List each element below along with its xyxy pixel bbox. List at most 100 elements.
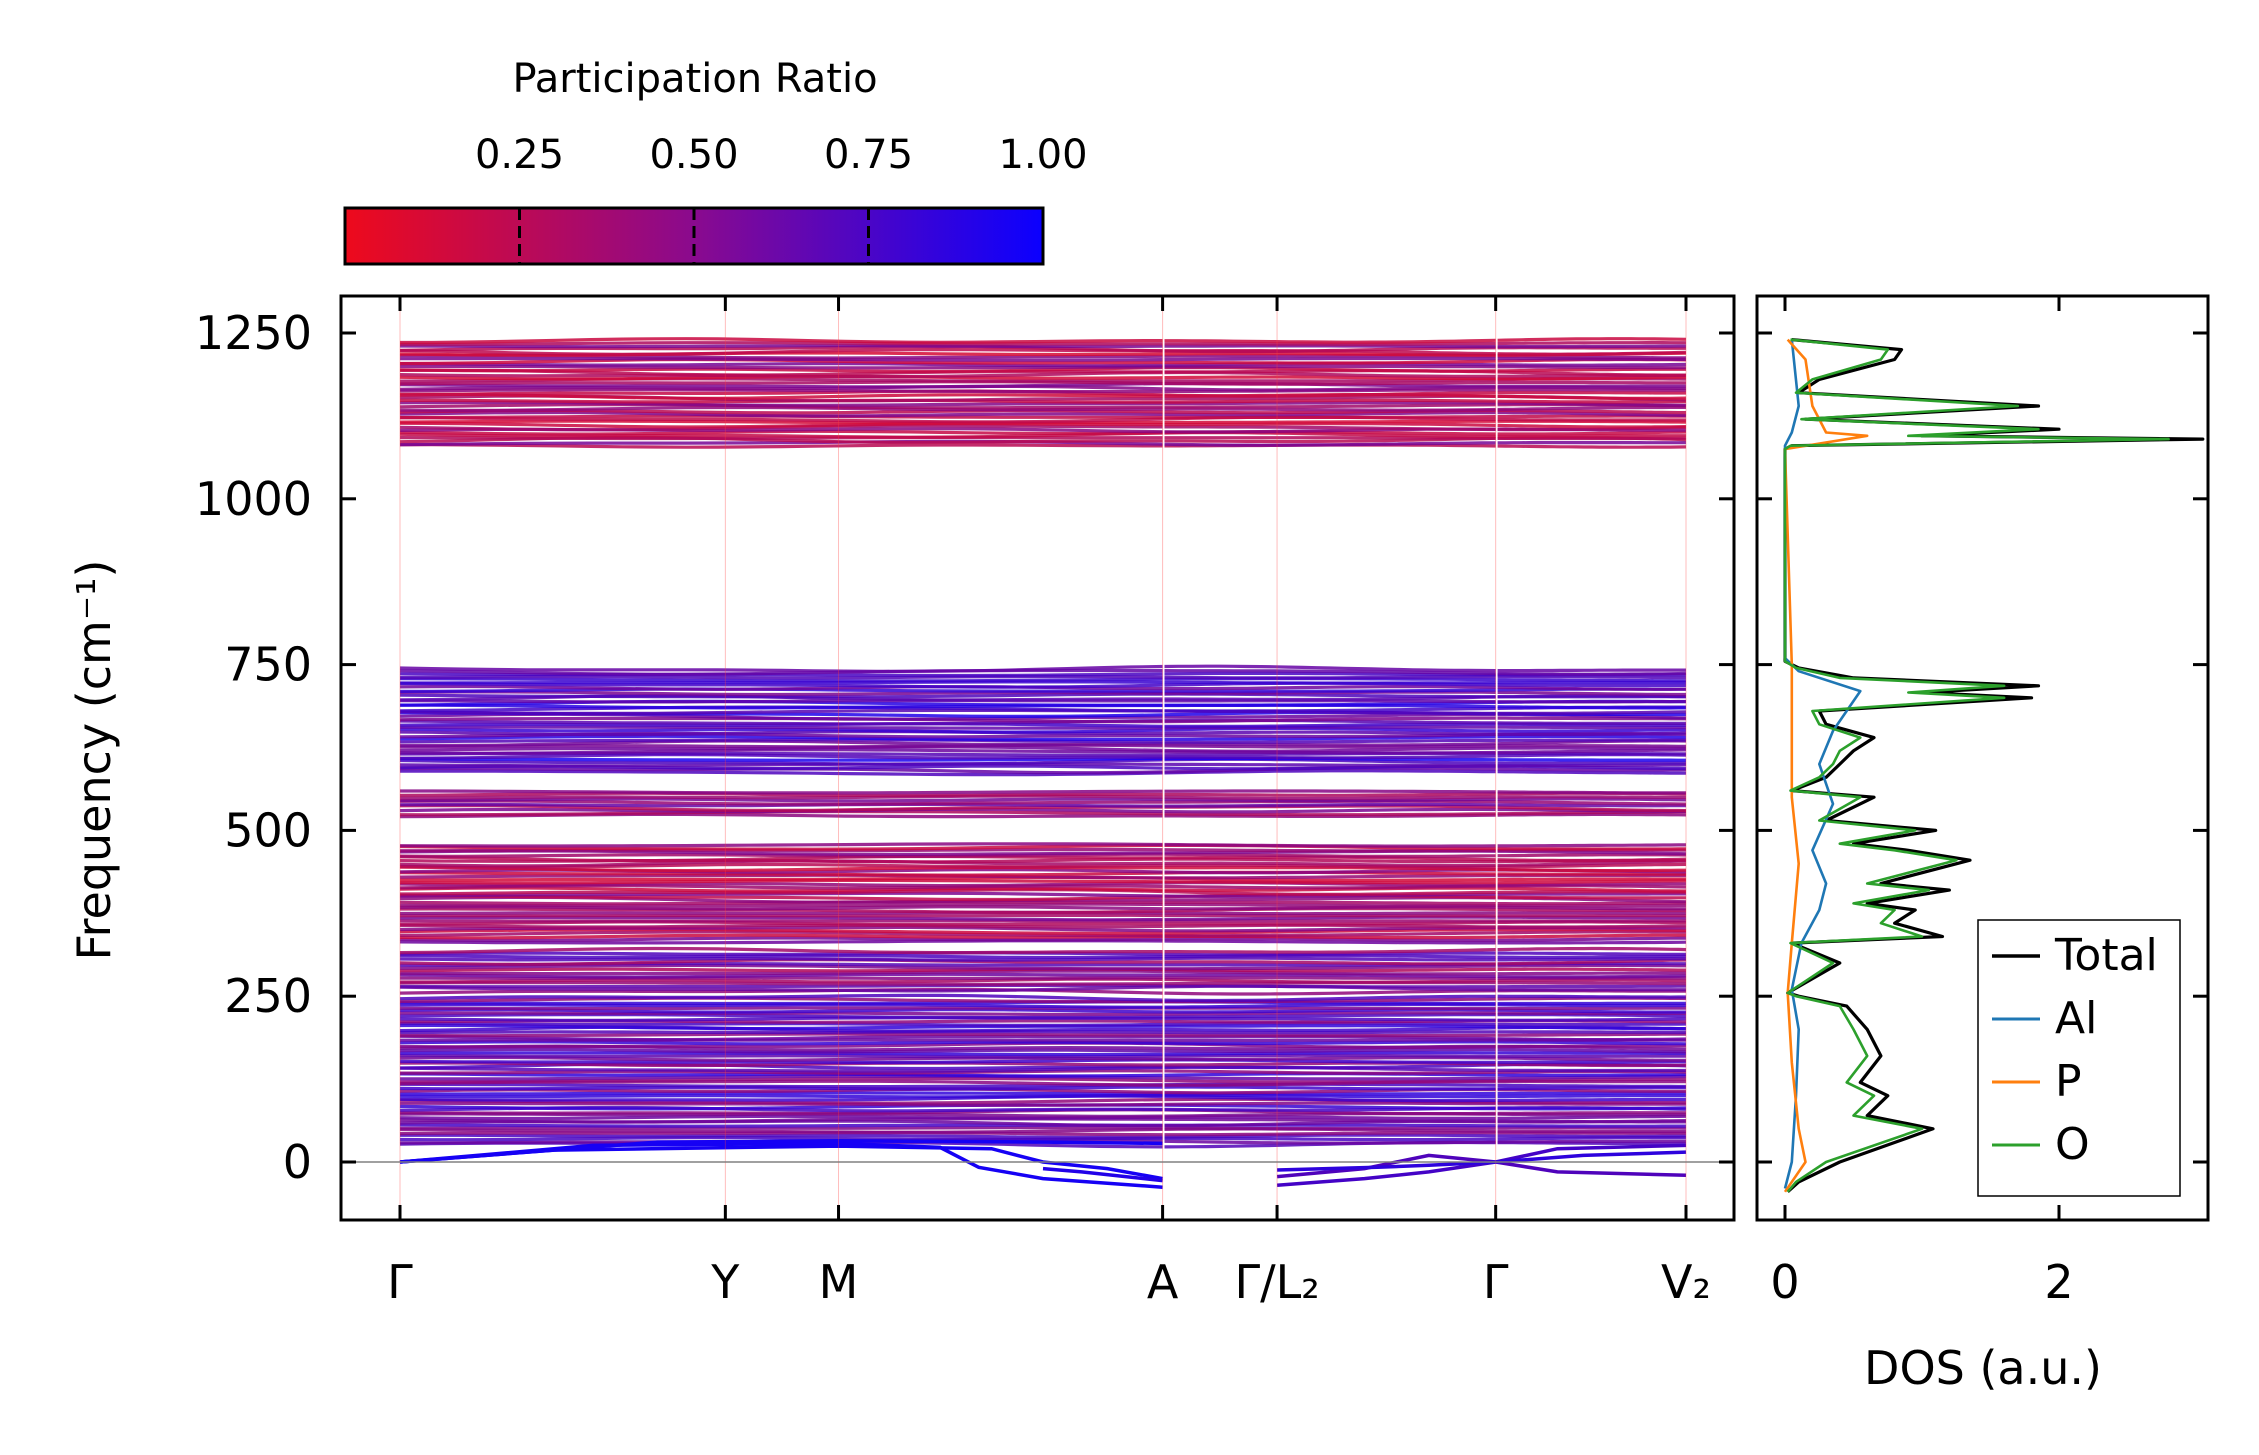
band-line: [1497, 401, 1687, 407]
band-line: [1164, 1033, 1496, 1038]
band-line: [399, 1058, 1163, 1064]
band-line: [399, 1093, 1163, 1099]
band-line: [1497, 1083, 1686, 1089]
band-line: [1497, 731, 1687, 737]
band-line: [1164, 977, 1496, 984]
band-line: [399, 681, 1163, 689]
band-line: [1497, 901, 1687, 906]
band-line: [1164, 976, 1496, 980]
legend-label: P: [2055, 1056, 2082, 1107]
band-line: [1497, 795, 1686, 799]
band-line: [1164, 1117, 1496, 1124]
band-line: [1497, 1040, 1687, 1046]
band-line: [1164, 890, 1496, 897]
band-line: [1497, 843, 1686, 848]
band-line: [1164, 401, 1496, 406]
band-line: [1164, 848, 1496, 853]
band-line: [1497, 967, 1686, 972]
band-line: [1164, 722, 1496, 728]
band-line: [1497, 370, 1686, 377]
band-line: [1164, 380, 1496, 386]
band-line: [400, 1133, 1163, 1140]
band-line: [399, 1053, 1163, 1059]
band-line: [1497, 803, 1686, 808]
band-line: [399, 969, 1163, 976]
band-line: [1164, 338, 1496, 344]
band-line: [399, 1013, 1163, 1020]
y-tick-label: 0: [283, 1135, 312, 1189]
band-line: [399, 1065, 1163, 1073]
acoustic-branch: [399, 1139, 1163, 1164]
band-line: [1497, 940, 1687, 945]
band-line: [400, 680, 1163, 685]
band-line: [1497, 394, 1687, 400]
band-line: [1164, 411, 1496, 417]
band-line: [1497, 344, 1686, 349]
acoustic-branch: [399, 1141, 1163, 1189]
band-line: [399, 923, 1163, 929]
dos-x-tick-label: 2: [2044, 1255, 2073, 1309]
band-line: [400, 337, 1163, 345]
band-line: [399, 748, 1163, 755]
band-line: [1497, 685, 1686, 691]
band-line: [399, 1061, 1163, 1068]
band-line: [399, 871, 1163, 877]
band-line: [1497, 946, 1687, 952]
dos-frame: [1755, 294, 2210, 1222]
band-line: [1164, 700, 1496, 707]
band-line: [1497, 683, 1686, 687]
band-line: [1497, 1106, 1687, 1111]
band-line: [1164, 1016, 1496, 1022]
band-line: [399, 1135, 1163, 1142]
band-line: [1164, 812, 1496, 817]
dos-panel: 0 2 DOS (a.u.) Total Al PO: [1755, 294, 2210, 1395]
band-line: [1164, 984, 1496, 989]
band-line: [1164, 1101, 1496, 1106]
band-line: [399, 920, 1163, 927]
band-line: [399, 366, 1163, 373]
band-line: [399, 797, 1163, 803]
band-line: [1164, 951, 1496, 957]
band-line: [1164, 1030, 1496, 1035]
band-frame: [339, 294, 1736, 1222]
band-line: [1164, 900, 1496, 906]
band-line: [399, 1062, 1163, 1071]
band-line: [1164, 688, 1496, 693]
band-line: [1164, 1026, 1496, 1032]
band-line: [1497, 763, 1687, 768]
band-line: [1497, 668, 1686, 673]
band-line: [1497, 734, 1687, 739]
band-line: [1497, 1119, 1687, 1124]
band-line: [1164, 1126, 1496, 1131]
band-line: [399, 915, 1163, 922]
band-line: [1497, 951, 1686, 956]
band-line: [1497, 877, 1686, 882]
band-line: [1164, 1024, 1496, 1029]
band-line: [399, 1114, 1163, 1121]
band-line: [1164, 419, 1496, 425]
band-line: [1497, 362, 1687, 367]
band-line: [1164, 863, 1496, 869]
band-line: [1497, 994, 1686, 999]
band-line: [1164, 680, 1496, 685]
band-line: [399, 799, 1163, 806]
band-line: [1164, 920, 1496, 926]
band-line: [1164, 1136, 1496, 1142]
band-line: [399, 985, 1163, 993]
band-line: [399, 893, 1163, 902]
band-line: [1497, 1047, 1687, 1054]
band-line: [1164, 915, 1496, 922]
band-line: [1164, 931, 1496, 938]
band-line: [1497, 805, 1687, 813]
legend-frame: [1977, 919, 2181, 1197]
band-line: [400, 769, 1163, 777]
band-line: [1497, 1017, 1687, 1022]
band-line: [1497, 417, 1686, 422]
dos-x-tick-label: 0: [1770, 1255, 1799, 1309]
band-line: [1164, 664, 1496, 673]
band-line: [1164, 967, 1496, 973]
band-line: [1164, 341, 1496, 346]
band-line: [1497, 1056, 1686, 1062]
band-line: [399, 1127, 1163, 1134]
x-tick-label: V₂: [1661, 1255, 1711, 1309]
